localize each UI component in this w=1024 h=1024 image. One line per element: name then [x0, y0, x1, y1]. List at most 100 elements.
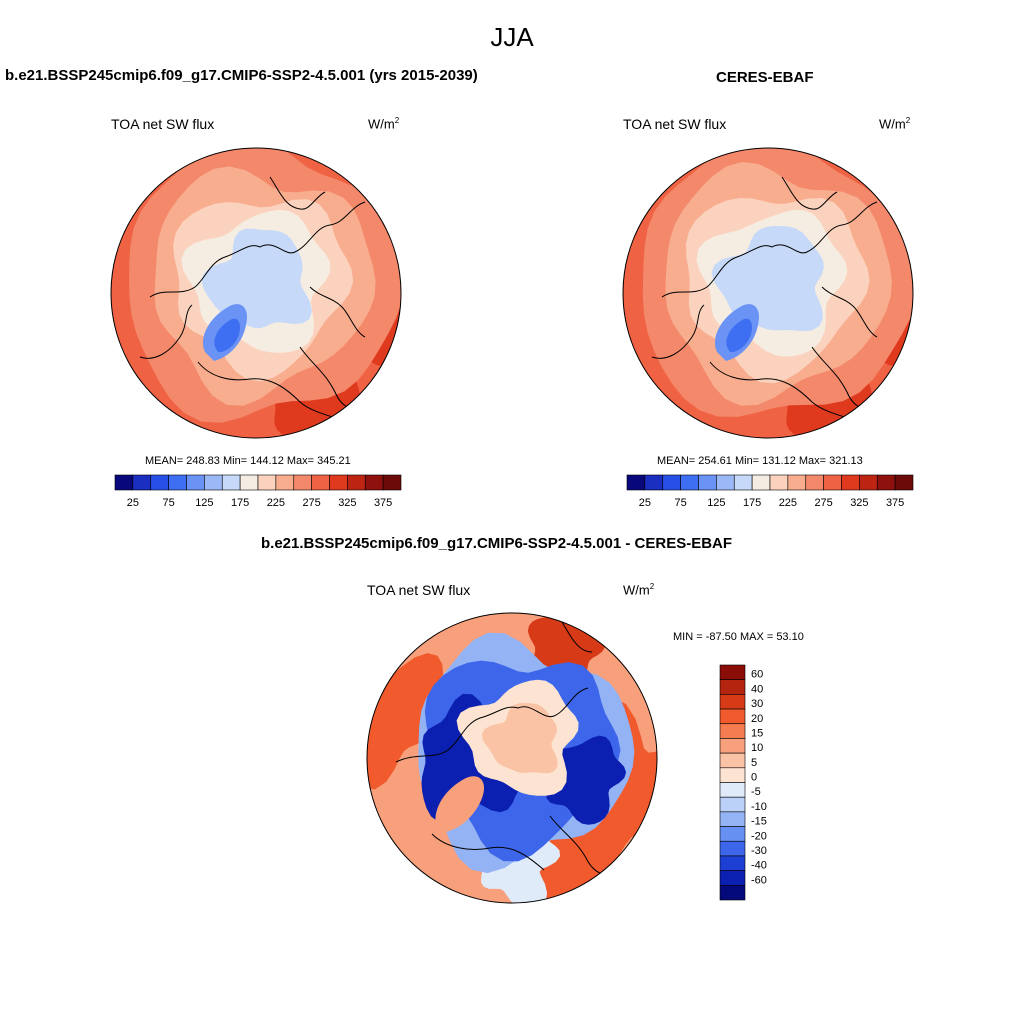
colorbar-tick-label: -10 [751, 801, 767, 813]
colorbar-tick-label: 25 [639, 497, 651, 509]
colorbar-tick-label: 30 [751, 698, 763, 710]
colorbar-tick-label: 20 [751, 713, 763, 725]
colorbar-swatch [719, 694, 746, 710]
colorbar-swatch [662, 474, 681, 491]
colorbar-swatch [719, 840, 746, 857]
coastline [269, 176, 326, 210]
polar-map-model [110, 147, 402, 439]
colorbar-tick-label: 375 [374, 497, 392, 509]
colorbar-tick-label: -30 [751, 845, 767, 857]
coastline [149, 245, 261, 298]
panel-title-diff: b.e21.BSSP245cmip6.f09_g17.CMIP6-SSP2-4.… [261, 535, 733, 552]
colorbar-swatch [275, 474, 295, 491]
coastline [139, 304, 193, 359]
colorbar-swatch [719, 885, 746, 901]
map-boundary [622, 147, 914, 439]
colorbar-swatch [719, 664, 746, 680]
colorbar-swatch [841, 474, 860, 491]
greenland-diff-region [435, 776, 485, 832]
colorbar-swatch [186, 474, 205, 491]
colorbar-tick-label: 5 [751, 757, 757, 769]
field-band [367, 640, 454, 790]
field-band [711, 226, 824, 332]
coastline [561, 621, 593, 653]
units-label-obs: W/m2 [879, 116, 911, 132]
colorbar-swatch [719, 767, 746, 783]
coastline [651, 304, 705, 359]
colorbar-tick-label: -60 [751, 874, 767, 886]
coastline [821, 286, 878, 338]
variable-label-model: TOA net SW flux [111, 116, 215, 132]
colorbar-swatch [733, 474, 753, 491]
colorbar-swatch [876, 474, 896, 491]
coastline [781, 176, 838, 210]
colorbar-tick-label: 75 [163, 497, 175, 509]
colorbar-tick-label: 175 [743, 497, 761, 509]
coastline [661, 245, 773, 298]
colorbar-swatch [719, 870, 746, 886]
colorbar-swatch [680, 474, 699, 491]
colorbar-swatch [805, 474, 824, 491]
colorbar-diff: 60 40 30 20 15 10 5 0 -5 -10 -15 -20 -30 -40 -60 [719, 664, 767, 901]
colorbar-swatch [257, 474, 277, 491]
units-label-model: W/m2 [368, 116, 400, 132]
coastline [197, 361, 361, 428]
variable-label-diff: TOA net SW flux [367, 582, 471, 598]
colorbar-tick-label: 275 [302, 497, 320, 509]
colorbar-swatch [132, 474, 152, 491]
colorbar-swatch [716, 474, 735, 491]
colorbar-tick-label: -20 [751, 830, 767, 842]
colorbar-swatch [719, 782, 746, 798]
colorbar-tick-label: 0 [751, 772, 757, 784]
colorbar-tick-label: 275 [814, 497, 832, 509]
coastline [259, 201, 366, 254]
colorbar-swatch [204, 474, 223, 491]
greenland-core-region [726, 318, 752, 353]
colorbar-model: 25 75 125 175 225 275 325 375 [114, 474, 402, 509]
colorbar-swatch [364, 474, 384, 491]
colorbar-swatch [823, 474, 842, 491]
colorbar-swatch [150, 474, 169, 491]
coastline [709, 361, 873, 428]
greenland-core-region [214, 318, 240, 353]
colorbar-tick-label: 75 [675, 497, 687, 509]
colorbar-tick-label: 40 [751, 683, 763, 695]
stats-obs: MEAN= 254.61 Min= 131.12 Max= 321.13 [657, 455, 863, 467]
panel-title-obs: CERES-EBAF [716, 69, 814, 86]
colorbar-tick-label: 375 [886, 497, 904, 509]
colorbar-swatch [293, 474, 312, 491]
colorbar-tick-label: 125 [707, 497, 725, 509]
colorbar-tick-label: 175 [231, 497, 249, 509]
colorbar-swatch [382, 474, 402, 491]
colorbar-tick-label: 325 [338, 497, 356, 509]
colorbar-swatch [168, 474, 187, 491]
colorbar-tick-label: -40 [751, 860, 767, 872]
colorbar-swatch [698, 474, 717, 491]
colorbar-swatch [719, 811, 746, 827]
stats-diff: MIN = -87.50 MAX = 53.10 [673, 631, 804, 643]
colorbar-swatch [894, 474, 914, 491]
field-band [481, 703, 558, 774]
field-band [201, 228, 312, 329]
colorbar-swatch [787, 474, 807, 491]
colorbar-swatch [859, 474, 878, 491]
colorbar-tick-label: 225 [267, 497, 285, 509]
colorbar-swatch [114, 474, 134, 491]
colorbar-swatch [769, 474, 789, 491]
colorbar-swatch [719, 855, 746, 871]
colorbar-swatch [347, 474, 366, 491]
colorbar-swatch [221, 474, 241, 491]
page-title: JJA [490, 22, 534, 52]
colorbar-obs: 25 75 125 175 225 275 325 375 [626, 474, 914, 509]
stats-model: MEAN= 248.83 Min= 144.12 Max= 345.21 [145, 455, 351, 467]
colorbar-tick-label: 125 [195, 497, 213, 509]
coastline [395, 706, 519, 763]
colorbar-swatch [644, 474, 664, 491]
colorbar-swatch [311, 474, 330, 491]
colorbar-swatch [719, 826, 746, 842]
colorbar-tick-label: -5 [751, 786, 761, 798]
colorbar-tick-label: -15 [751, 816, 767, 828]
colorbar-tick-label: 10 [751, 742, 763, 754]
coastline [309, 286, 366, 338]
colorbar-swatch [239, 474, 259, 491]
